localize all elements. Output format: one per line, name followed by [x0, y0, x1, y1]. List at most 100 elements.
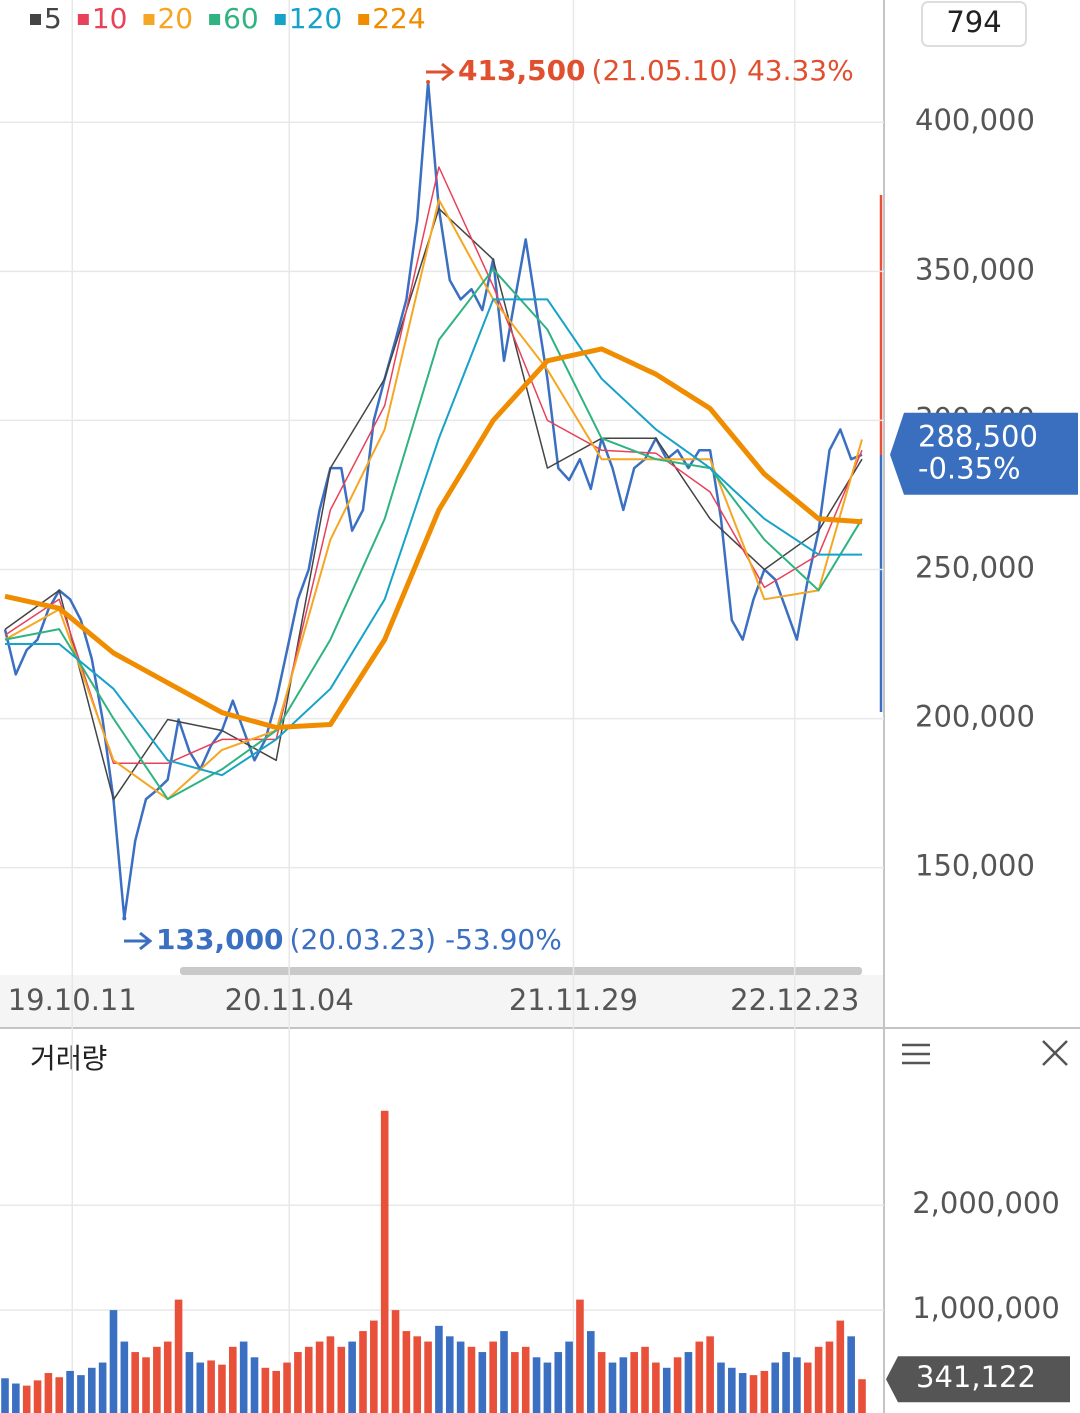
volume-bar — [565, 1341, 573, 1413]
volume-bar — [478, 1352, 487, 1413]
annotation-arrow — [426, 62, 455, 82]
volume-bar — [22, 1385, 31, 1413]
x-tick-label: 22.12.23 — [730, 983, 859, 1017]
volume-bar — [261, 1367, 270, 1413]
volume-bar — [587, 1331, 595, 1413]
volume-bar — [619, 1357, 628, 1413]
close-icon[interactable] — [1042, 1040, 1068, 1066]
legend-swatch — [274, 14, 286, 25]
volume-bar — [402, 1331, 411, 1413]
date-axis-band — [0, 975, 884, 1028]
current-volume: 341,122 — [916, 1360, 1036, 1394]
volume-bar — [283, 1362, 291, 1413]
y-tick-label: 1,000,000 — [912, 1291, 1060, 1325]
current-change: -0.35% — [918, 452, 1021, 486]
volume-bar — [630, 1352, 638, 1413]
annotation-value: 413,500 — [458, 54, 586, 87]
extreme-point — [426, 79, 431, 84]
volume-bar — [33, 1380, 42, 1413]
volume-bar — [153, 1346, 161, 1413]
ma-line — [5, 298, 862, 777]
volume-bar — [749, 1375, 758, 1413]
ma-line — [4, 268, 863, 801]
ma-line — [4, 346, 863, 730]
volume-bar — [608, 1362, 617, 1413]
grid — [0, 0, 884, 1413]
volume-bar — [326, 1336, 335, 1413]
volume-bar — [858, 1379, 866, 1413]
volume-bar — [196, 1362, 205, 1413]
badge: 794 — [946, 5, 1001, 39]
ma-line — [4, 166, 863, 765]
panel-title: 거래량 — [30, 1042, 107, 1075]
volume-bar — [597, 1352, 606, 1413]
volume-bar — [304, 1346, 313, 1413]
annotation-arrow — [124, 931, 153, 951]
legend-label: 60 — [223, 2, 259, 35]
scrollbar[interactable] — [180, 967, 862, 975]
volume-bar — [684, 1352, 693, 1413]
volume-bar — [55, 1377, 64, 1413]
legend-label: 10 — [92, 2, 128, 35]
volume-bar — [77, 1375, 85, 1413]
volume-bar — [576, 1299, 584, 1413]
volume-bar — [706, 1336, 714, 1413]
volume — [1, 1110, 866, 1413]
volume-bar — [782, 1352, 790, 1413]
volume-bar — [738, 1373, 747, 1413]
current-price-box — [890, 412, 1078, 495]
volume-bar — [218, 1364, 226, 1413]
volume-bar — [185, 1352, 194, 1413]
volume-bar — [543, 1362, 552, 1413]
x-tick-label: 21.11.29 — [509, 983, 638, 1017]
volume-bar — [207, 1360, 215, 1413]
volume-bar — [673, 1357, 682, 1413]
menu-icon[interactable] — [902, 1043, 930, 1065]
ma-line — [4, 198, 863, 801]
volume-bar — [1, 1378, 9, 1413]
x-tick-label: 20.11.04 — [225, 983, 354, 1017]
volume-bar — [771, 1362, 780, 1413]
volume-bar — [814, 1346, 823, 1413]
volume-bar — [489, 1341, 497, 1413]
y-tick-label: 2,000,000 — [912, 1186, 1060, 1220]
volume-bar — [445, 1336, 454, 1413]
volume-bar — [250, 1357, 259, 1413]
ma-line — [4, 207, 863, 801]
legend-swatch — [143, 14, 155, 25]
volume-bar — [803, 1362, 812, 1413]
volume-bar — [120, 1341, 129, 1413]
extreme-point — [122, 916, 127, 921]
y-tick-label: 150,000 — [915, 849, 1035, 883]
volume-bar — [380, 1110, 389, 1413]
annotation-value: 133,000 — [156, 923, 284, 956]
volume-bar — [239, 1341, 248, 1413]
volume-bar — [717, 1362, 725, 1413]
volume-bar — [337, 1346, 346, 1413]
volume-bar — [87, 1367, 96, 1413]
volume-bar — [163, 1341, 172, 1413]
y-tick-label: 250,000 — [915, 550, 1035, 584]
volume-bar — [760, 1370, 769, 1413]
legend-swatch — [358, 14, 370, 25]
volume-bar — [174, 1299, 183, 1413]
volume-bar — [532, 1357, 541, 1413]
volume-bar — [662, 1367, 671, 1413]
volume-bar — [229, 1346, 237, 1413]
legend-swatch — [209, 14, 221, 25]
volume-bar — [348, 1341, 356, 1413]
volume-bar — [467, 1346, 476, 1413]
current-volume-box — [886, 1356, 1070, 1403]
volume-bar — [652, 1362, 660, 1413]
price — [3, 79, 863, 921]
legend-swatch — [30, 14, 41, 25]
volume-bar — [142, 1357, 150, 1413]
volume-bar — [66, 1370, 74, 1413]
annotation-detail: (21.05.10) 43.33% — [592, 54, 854, 87]
volume-bar — [695, 1341, 704, 1413]
volume-bar — [847, 1336, 855, 1413]
labels: 150,000200,000250,000300,000350,000400,0… — [8, 2, 1078, 1403]
y-tick-label: 350,000 — [915, 252, 1035, 286]
